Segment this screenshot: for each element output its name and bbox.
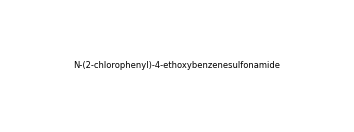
Text: N-(2-chlorophenyl)-4-ethoxybenzenesulfonamide: N-(2-chlorophenyl)-4-ethoxybenzenesulfon…: [74, 62, 280, 70]
